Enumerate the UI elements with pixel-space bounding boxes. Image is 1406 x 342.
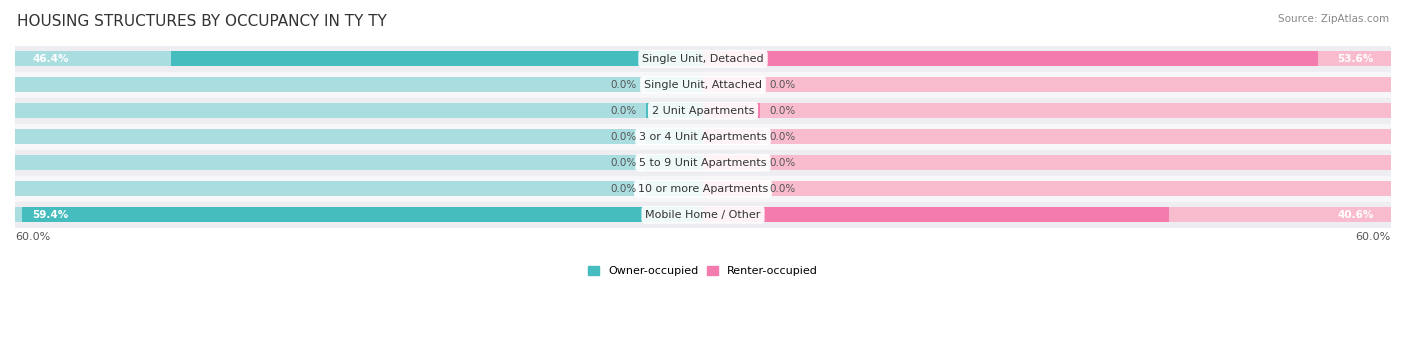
- Bar: [15, 150, 1391, 176]
- Text: 2 Unit Apartments: 2 Unit Apartments: [652, 106, 754, 116]
- Legend: Owner-occupied, Renter-occupied: Owner-occupied, Renter-occupied: [583, 261, 823, 280]
- Bar: [703, 103, 1391, 118]
- Text: Mobile Home / Other: Mobile Home / Other: [645, 210, 761, 220]
- Text: Single Unit, Detached: Single Unit, Detached: [643, 54, 763, 64]
- Bar: [15, 124, 1391, 150]
- Bar: [645, 129, 703, 144]
- Text: 0.0%: 0.0%: [769, 132, 796, 142]
- Bar: [15, 202, 1391, 228]
- Bar: [172, 51, 703, 66]
- Bar: [703, 103, 761, 118]
- Bar: [703, 181, 761, 196]
- Text: 60.0%: 60.0%: [1355, 232, 1391, 242]
- Bar: [703, 155, 761, 170]
- Bar: [15, 77, 703, 92]
- Bar: [703, 77, 761, 92]
- Bar: [703, 129, 1391, 144]
- Text: Source: ZipAtlas.com: Source: ZipAtlas.com: [1278, 14, 1389, 24]
- Bar: [15, 103, 703, 118]
- Bar: [645, 103, 703, 118]
- Text: 0.0%: 0.0%: [610, 184, 637, 194]
- Bar: [22, 207, 703, 222]
- Bar: [703, 129, 761, 144]
- Bar: [645, 77, 703, 92]
- Bar: [15, 176, 1391, 202]
- Text: 0.0%: 0.0%: [769, 158, 796, 168]
- Text: 5 to 9 Unit Apartments: 5 to 9 Unit Apartments: [640, 158, 766, 168]
- Bar: [703, 207, 1168, 222]
- Text: 0.0%: 0.0%: [769, 106, 796, 116]
- Text: 0.0%: 0.0%: [610, 158, 637, 168]
- Text: 40.6%: 40.6%: [1337, 210, 1374, 220]
- Bar: [703, 155, 1391, 170]
- Text: 0.0%: 0.0%: [610, 80, 637, 90]
- Bar: [15, 72, 1391, 98]
- Text: 0.0%: 0.0%: [769, 184, 796, 194]
- Bar: [15, 207, 703, 222]
- Bar: [15, 181, 703, 196]
- Bar: [645, 181, 703, 196]
- Text: 3 or 4 Unit Apartments: 3 or 4 Unit Apartments: [640, 132, 766, 142]
- Bar: [703, 51, 1391, 66]
- Text: 60.0%: 60.0%: [15, 232, 51, 242]
- Bar: [703, 77, 1391, 92]
- Bar: [703, 181, 1391, 196]
- Text: 0.0%: 0.0%: [610, 132, 637, 142]
- Bar: [703, 207, 1391, 222]
- Bar: [15, 51, 703, 66]
- Text: 0.0%: 0.0%: [769, 80, 796, 90]
- Bar: [15, 98, 1391, 124]
- Text: Single Unit, Attached: Single Unit, Attached: [644, 80, 762, 90]
- Text: 10 or more Apartments: 10 or more Apartments: [638, 184, 768, 194]
- Bar: [15, 46, 1391, 72]
- Text: 0.0%: 0.0%: [610, 106, 637, 116]
- Text: 46.4%: 46.4%: [32, 54, 69, 64]
- Bar: [15, 155, 703, 170]
- Text: 53.6%: 53.6%: [1337, 54, 1374, 64]
- Text: HOUSING STRUCTURES BY OCCUPANCY IN TY TY: HOUSING STRUCTURES BY OCCUPANCY IN TY TY: [17, 14, 387, 29]
- Bar: [645, 155, 703, 170]
- Bar: [15, 129, 703, 144]
- Bar: [703, 51, 1317, 66]
- Text: 59.4%: 59.4%: [32, 210, 69, 220]
